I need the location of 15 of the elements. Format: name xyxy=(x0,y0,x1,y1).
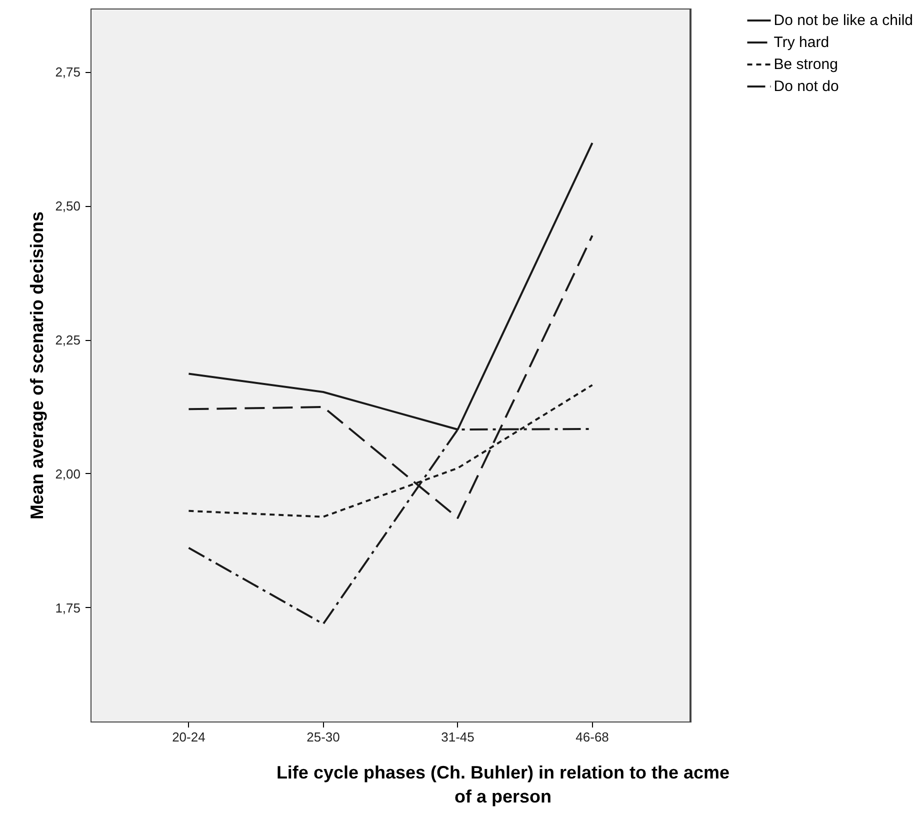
legend-label: Be strong xyxy=(774,56,838,72)
legend-label: Do not do xyxy=(774,78,839,94)
x-axis-title: Life cycle phases (Ch. Buhler) in relation to the acme of a person xyxy=(276,762,730,806)
y-tick-label: 2,50 xyxy=(55,198,81,214)
x-tick-label: 25-30 xyxy=(306,730,340,744)
x-tick-label: 20-24 xyxy=(172,730,206,744)
x-tick-label: 46-68 xyxy=(576,730,609,744)
y-tick-label: 1,75 xyxy=(55,600,81,616)
y-tick-label: 2,25 xyxy=(55,332,81,348)
legend-label: Do not be like a child xyxy=(774,12,913,28)
y-tick-label: 2,00 xyxy=(55,466,81,482)
legend-label: Try hard xyxy=(774,34,830,50)
x-tick-label: 31-45 xyxy=(441,730,474,744)
y-tick-label: 2,75 xyxy=(55,64,81,80)
y-axis-title: Mean average of scenario decisions xyxy=(27,211,48,520)
